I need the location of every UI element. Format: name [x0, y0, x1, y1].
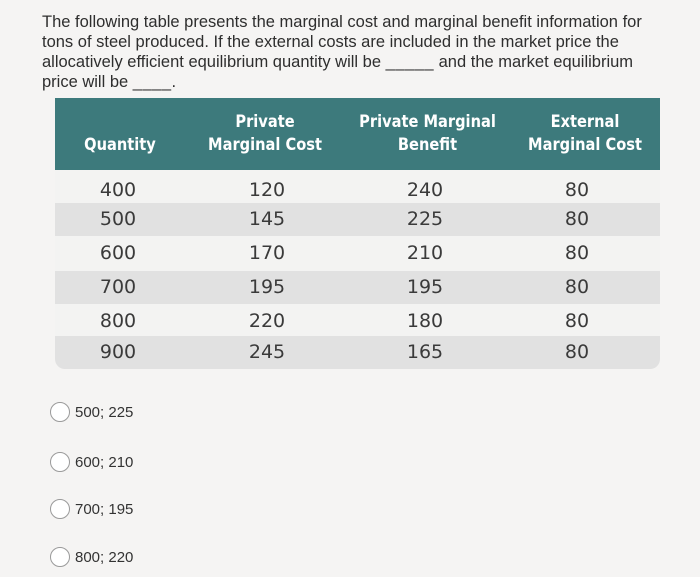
header-quantity-label: Quantity: [84, 134, 156, 155]
answer-option-3[interactable]: 700; 195: [50, 497, 210, 521]
question-line-4-start: price will be: [42, 73, 129, 91]
quantity-cell: 500: [99, 208, 137, 230]
header-emc-line-1: External: [550, 112, 620, 132]
private-marginal-cost-cell: 245: [248, 341, 286, 363]
header-pmb-line-1: Private Marginal: [359, 112, 496, 132]
table-row: 800 220 180 80: [55, 305, 660, 338]
radio-button-icon[interactable]: [50, 402, 70, 422]
external-marginal-cost-cell: 80: [564, 242, 590, 264]
external-marginal-cost-cell: 80: [564, 310, 590, 332]
private-marginal-cost-cell: 220: [248, 310, 286, 332]
quantity-cell: 600: [99, 242, 137, 264]
answer-option-label: 800; 220: [75, 548, 134, 566]
question-text: The following table presents the margina…: [42, 12, 672, 92]
table-row: 900 245 165 80: [55, 336, 660, 369]
private-marginal-benefit-cell: 180: [406, 310, 444, 332]
answer-option-2[interactable]: 600; 210: [50, 450, 210, 474]
answer-option-label: 700; 195: [75, 500, 134, 518]
header-pmc-line-2: Marginal Cost: [208, 135, 322, 155]
external-marginal-cost-cell: 80: [564, 276, 590, 298]
private-marginal-benefit-cell: 165: [406, 341, 444, 363]
table-row: 700 195 195 80: [55, 271, 660, 304]
question-line-4: price will be ____.: [42, 72, 672, 92]
radio-button-icon[interactable]: [50, 452, 70, 472]
data-table: Quantity Private Marginal Cost Private M…: [55, 98, 660, 369]
quantity-blank: _____: [385, 53, 435, 71]
header-pmc-line-1: Private: [235, 112, 295, 132]
private-marginal-cost-cell: 170: [248, 242, 286, 264]
header-pmb-line-2: Benefit: [397, 135, 458, 155]
private-marginal-benefit-cell: 225: [406, 208, 444, 230]
private-marginal-cost-cell: 195: [248, 276, 286, 298]
quantity-cell: 700: [99, 276, 137, 298]
table-header: Quantity Private Marginal Cost Private M…: [55, 98, 660, 170]
question-line-3-start: allocatively efficient equilibrium quant…: [42, 53, 382, 71]
price-blank: ____.: [132, 73, 177, 91]
private-marginal-cost-cell: 145: [248, 208, 286, 230]
private-marginal-benefit-cell: 210: [406, 242, 444, 264]
private-marginal-cost-cell: 120: [248, 179, 286, 201]
table-row: 600 170 210 80: [55, 237, 660, 270]
external-marginal-cost-cell: 80: [564, 179, 590, 201]
header-quantity: Quantity: [73, 98, 168, 170]
question-line-1: The following table presents the margina…: [42, 13, 642, 31]
quantity-cell: 900: [99, 341, 137, 363]
private-marginal-benefit-cell: 240: [406, 179, 444, 201]
radio-button-icon[interactable]: [50, 547, 70, 567]
table-row: 500 145 225 80: [55, 203, 660, 236]
question-line-3: allocatively efficient equilibrium quant…: [42, 52, 672, 72]
private-marginal-benefit-cell: 195: [406, 276, 444, 298]
question-line-2: tons of steel produced. If the external …: [42, 33, 619, 51]
external-marginal-cost-cell: 80: [564, 208, 590, 230]
question-line-3-end: and the market equilibrium: [438, 53, 634, 71]
header-private-marginal-benefit: Private Marginal Benefit: [357, 98, 499, 170]
header-private-marginal-cost: Private Marginal Cost: [205, 98, 325, 170]
answer-option-label: 500; 225: [75, 403, 134, 421]
table-row: 400 120 240 80: [55, 174, 660, 207]
quantity-cell: 800: [99, 310, 137, 332]
radio-button-icon[interactable]: [50, 499, 70, 519]
external-marginal-cost-cell: 80: [564, 341, 590, 363]
answer-option-label: 600; 210: [75, 453, 134, 471]
header-emc-line-2: Marginal Cost: [528, 135, 642, 155]
header-external-marginal-cost: External Marginal Cost: [521, 98, 650, 170]
quantity-cell: 400: [99, 179, 137, 201]
answer-option-1[interactable]: 500; 225: [50, 400, 210, 424]
answer-option-4[interactable]: 800; 220: [50, 545, 210, 569]
